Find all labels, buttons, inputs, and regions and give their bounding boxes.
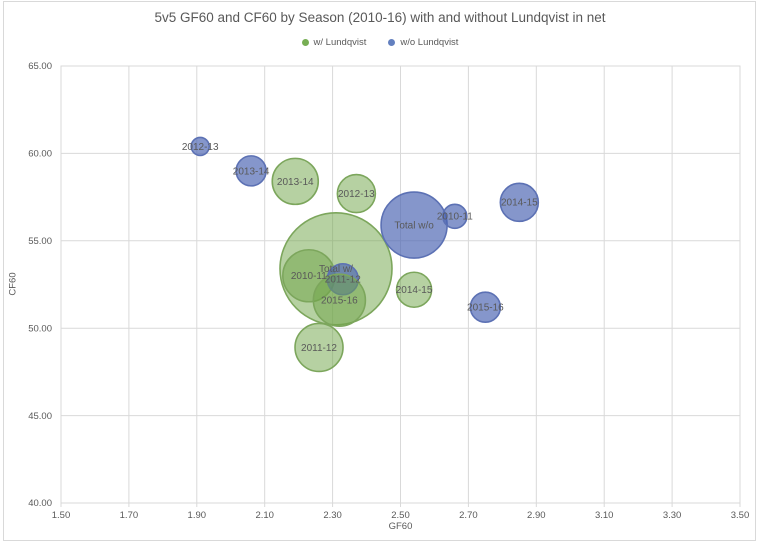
legend-marker-blue-icon <box>388 39 396 46</box>
y-tick-label: 50.00 <box>28 323 52 334</box>
bubble-without-2015-16[interactable] <box>469 291 502 324</box>
y-tick-label: 40.00 <box>28 498 52 509</box>
bubble-without-2012-13[interactable] <box>190 136 210 157</box>
x-tick-label: 2.90 <box>527 510 546 521</box>
bubble-label: 2015-16 <box>467 303 504 314</box>
x-tick-label: 1.90 <box>188 510 207 521</box>
x-axis-title: GF60 <box>388 521 413 532</box>
y-tick-label: 45.00 <box>28 411 52 422</box>
bubble-label: Total w/ <box>319 264 353 275</box>
x-tick-label: 1.50 <box>52 510 71 521</box>
chart-title: 5v5 GF60 and CF60 by Season (2010-16) wi… <box>154 10 606 25</box>
legend-label-without-lundqvist: w/o Lundqvist <box>400 37 459 48</box>
x-tick-label: 2.10 <box>255 510 274 521</box>
bubble-label: 2014-15 <box>396 285 433 296</box>
bubble-with-2015-16[interactable] <box>312 273 367 328</box>
y-tick-label: 55.00 <box>28 236 52 247</box>
bubble-label: 2013-14 <box>233 166 270 177</box>
legend-marker-green-icon <box>301 39 309 46</box>
bubble-label: 2015-16 <box>321 296 358 307</box>
bubble-label: 2012-13 <box>338 189 375 200</box>
bubble-label: 2010-11 <box>437 212 473 223</box>
x-tick-label: 1.70 <box>120 510 139 521</box>
legend-item-with-lundqvist[interactable]: w/ Lundqvist <box>301 37 367 48</box>
bubble-label: 2012-13 <box>182 142 219 153</box>
y-tick-label: 60.00 <box>28 149 52 160</box>
chart-frame-border <box>3 1 756 541</box>
x-tick-label: 3.10 <box>595 510 614 521</box>
bubble-with-2011-12[interactable] <box>294 322 344 373</box>
bubble-without-2014-15[interactable] <box>499 182 540 223</box>
x-tick-label: 3.30 <box>663 510 682 521</box>
bubble-label: 2014-15 <box>501 198 538 209</box>
bubble-without-2010-11[interactable] <box>442 203 468 230</box>
bubble-label: 2013-14 <box>277 177 314 188</box>
bubble-label: 2011-12 <box>325 275 361 286</box>
bubble-without-2013-14[interactable] <box>235 155 267 187</box>
x-tick-label: 3.50 <box>731 510 750 521</box>
legend: w/ Lundqvist w/o Lundqvist <box>0 37 760 48</box>
legend-item-without-lundqvist[interactable]: w/o Lundqvist <box>388 37 458 48</box>
bubble-with-2013-14[interactable] <box>271 157 320 206</box>
x-tick-label: 2.70 <box>459 510 478 521</box>
legend-label-with-lundqvist: w/ Lundqvist <box>313 37 367 48</box>
x-tick-label: 2.50 <box>391 510 410 521</box>
bubble-with-2012-13[interactable] <box>336 173 377 214</box>
x-tick-label: 2.30 <box>323 510 342 521</box>
y-axis-title: CF60 <box>7 272 19 296</box>
bubble-label: Total w/o <box>394 220 434 231</box>
bubble-with-2014-15[interactable] <box>395 271 433 309</box>
y-tick-label: 65.00 <box>28 61 52 72</box>
bubble-label: 2011-12 <box>301 343 337 354</box>
bubble-label: 2010-11 <box>291 271 327 282</box>
